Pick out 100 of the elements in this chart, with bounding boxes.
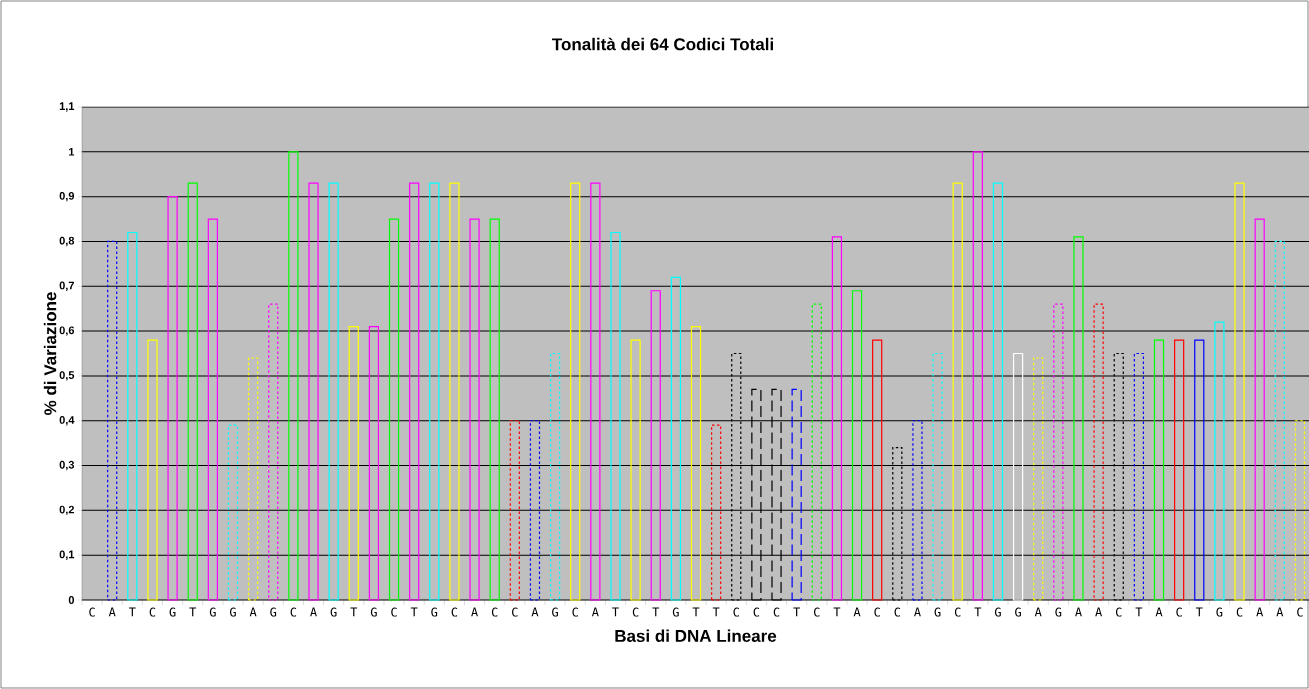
x-tick-label: G <box>994 607 1001 617</box>
x-tick-label: C <box>89 607 95 617</box>
bar <box>590 182 601 601</box>
x-tick-label: C <box>290 607 297 617</box>
x-tick-label: A <box>1075 607 1082 617</box>
bar <box>630 339 641 601</box>
y-tick-label: 0,1 <box>59 550 75 560</box>
bar <box>247 357 259 601</box>
x-tick-label: A <box>1256 607 1264 617</box>
x-tick-label: T <box>692 607 700 617</box>
x-tick-label: T <box>189 607 197 617</box>
x-tick-label: C <box>1297 607 1303 617</box>
x-tick-label: C <box>1115 607 1122 617</box>
bar <box>851 290 863 601</box>
bar <box>1033 357 1044 601</box>
x-tick-label: C <box>512 607 518 617</box>
bar <box>147 339 158 601</box>
bar <box>509 420 520 601</box>
x-tick-label: A <box>531 607 539 617</box>
bar <box>912 420 923 601</box>
x-tick-label: T <box>410 607 418 617</box>
bar <box>1073 236 1084 601</box>
x-tick-label: G <box>270 607 277 617</box>
x-tick-label: C <box>954 607 961 617</box>
x-tick-label: C <box>451 607 458 617</box>
bar <box>549 352 561 601</box>
y-tick-label: 0,9 <box>59 191 75 202</box>
bar <box>1294 420 1306 601</box>
x-tick-label: C <box>632 607 639 617</box>
x-tick-label: T <box>712 607 720 617</box>
x-tick-label: C <box>1236 607 1243 617</box>
x-tick-label: G <box>169 607 176 617</box>
x-tick-label: G <box>330 607 337 617</box>
bar <box>570 182 581 601</box>
bar <box>690 326 702 601</box>
bar <box>308 182 319 601</box>
x-tick-label: T <box>1135 607 1143 617</box>
bar <box>368 326 380 601</box>
bar <box>1012 352 1024 601</box>
bar <box>288 151 299 601</box>
y-tick-label: 0,7 <box>59 281 74 291</box>
bar <box>167 196 178 601</box>
x-axis-title: Basi di DNA Lineare <box>615 629 777 642</box>
bar <box>1174 339 1185 601</box>
x-tick-label: G <box>1216 607 1223 617</box>
y-tick-label: 1 <box>69 148 75 156</box>
x-tick-label: C <box>1176 607 1182 617</box>
x-tick-label: C <box>753 607 760 617</box>
bar <box>932 352 943 601</box>
y-tick-label: 1,1 <box>59 102 75 112</box>
x-tick-label: A <box>591 607 599 617</box>
x-tick-label: G <box>552 607 558 617</box>
bar <box>449 182 460 601</box>
bar <box>187 182 198 601</box>
x-tick-label: C <box>894 607 900 617</box>
y-tick-label: 0,2 <box>59 505 75 516</box>
x-tick-label: T <box>1195 607 1203 617</box>
y-tick-label: 0,4 <box>59 416 75 426</box>
x-tick-label: C <box>391 607 397 617</box>
x-tick-label: G <box>431 607 438 617</box>
bar <box>348 326 359 601</box>
x-tick-label: A <box>249 607 257 617</box>
x-tick-label: A <box>853 607 861 617</box>
x-tick-label: A <box>1095 607 1103 617</box>
bar <box>1234 182 1245 601</box>
x-tick-label: A <box>1276 607 1284 617</box>
bar <box>107 240 118 601</box>
x-tick-label: G <box>1015 607 1021 617</box>
x-tick-label: A <box>914 607 921 617</box>
x-tick-label: T <box>652 607 660 617</box>
y-axis-title: % di Variazione <box>43 292 57 415</box>
x-tick-label: A <box>1155 607 1163 617</box>
x-tick-label: C <box>149 607 156 617</box>
x-tick-label: G <box>934 607 941 617</box>
x-tick-label: A <box>108 607 116 617</box>
bar <box>711 424 722 601</box>
x-tick-label: C <box>733 607 739 617</box>
x-tick-label: T <box>833 607 841 617</box>
chart-title: Tonalità dei 64 Codici Totali <box>552 37 773 51</box>
bar <box>972 151 983 601</box>
bar <box>388 218 400 601</box>
bar <box>1133 352 1145 601</box>
bar <box>1093 303 1104 601</box>
bar <box>952 182 963 601</box>
x-tick-label: T <box>974 607 982 617</box>
bar <box>489 218 500 601</box>
x-tick-label: T <box>612 607 619 617</box>
x-tick-label: C <box>491 607 498 617</box>
bar <box>1254 218 1265 601</box>
bar <box>811 303 822 601</box>
x-tick-label: C <box>773 607 780 617</box>
y-tick-label: 0,5 <box>59 371 75 381</box>
x-tick-label: C <box>874 607 880 617</box>
bar <box>529 420 541 601</box>
x-tick-label: C <box>572 607 578 617</box>
x-tick-label: A <box>310 607 317 617</box>
x-tick-label: G <box>209 607 216 617</box>
x-tick-label: C <box>813 607 820 617</box>
y-tick-label: 0,3 <box>59 460 75 471</box>
x-tick-label: G <box>1055 607 1062 617</box>
